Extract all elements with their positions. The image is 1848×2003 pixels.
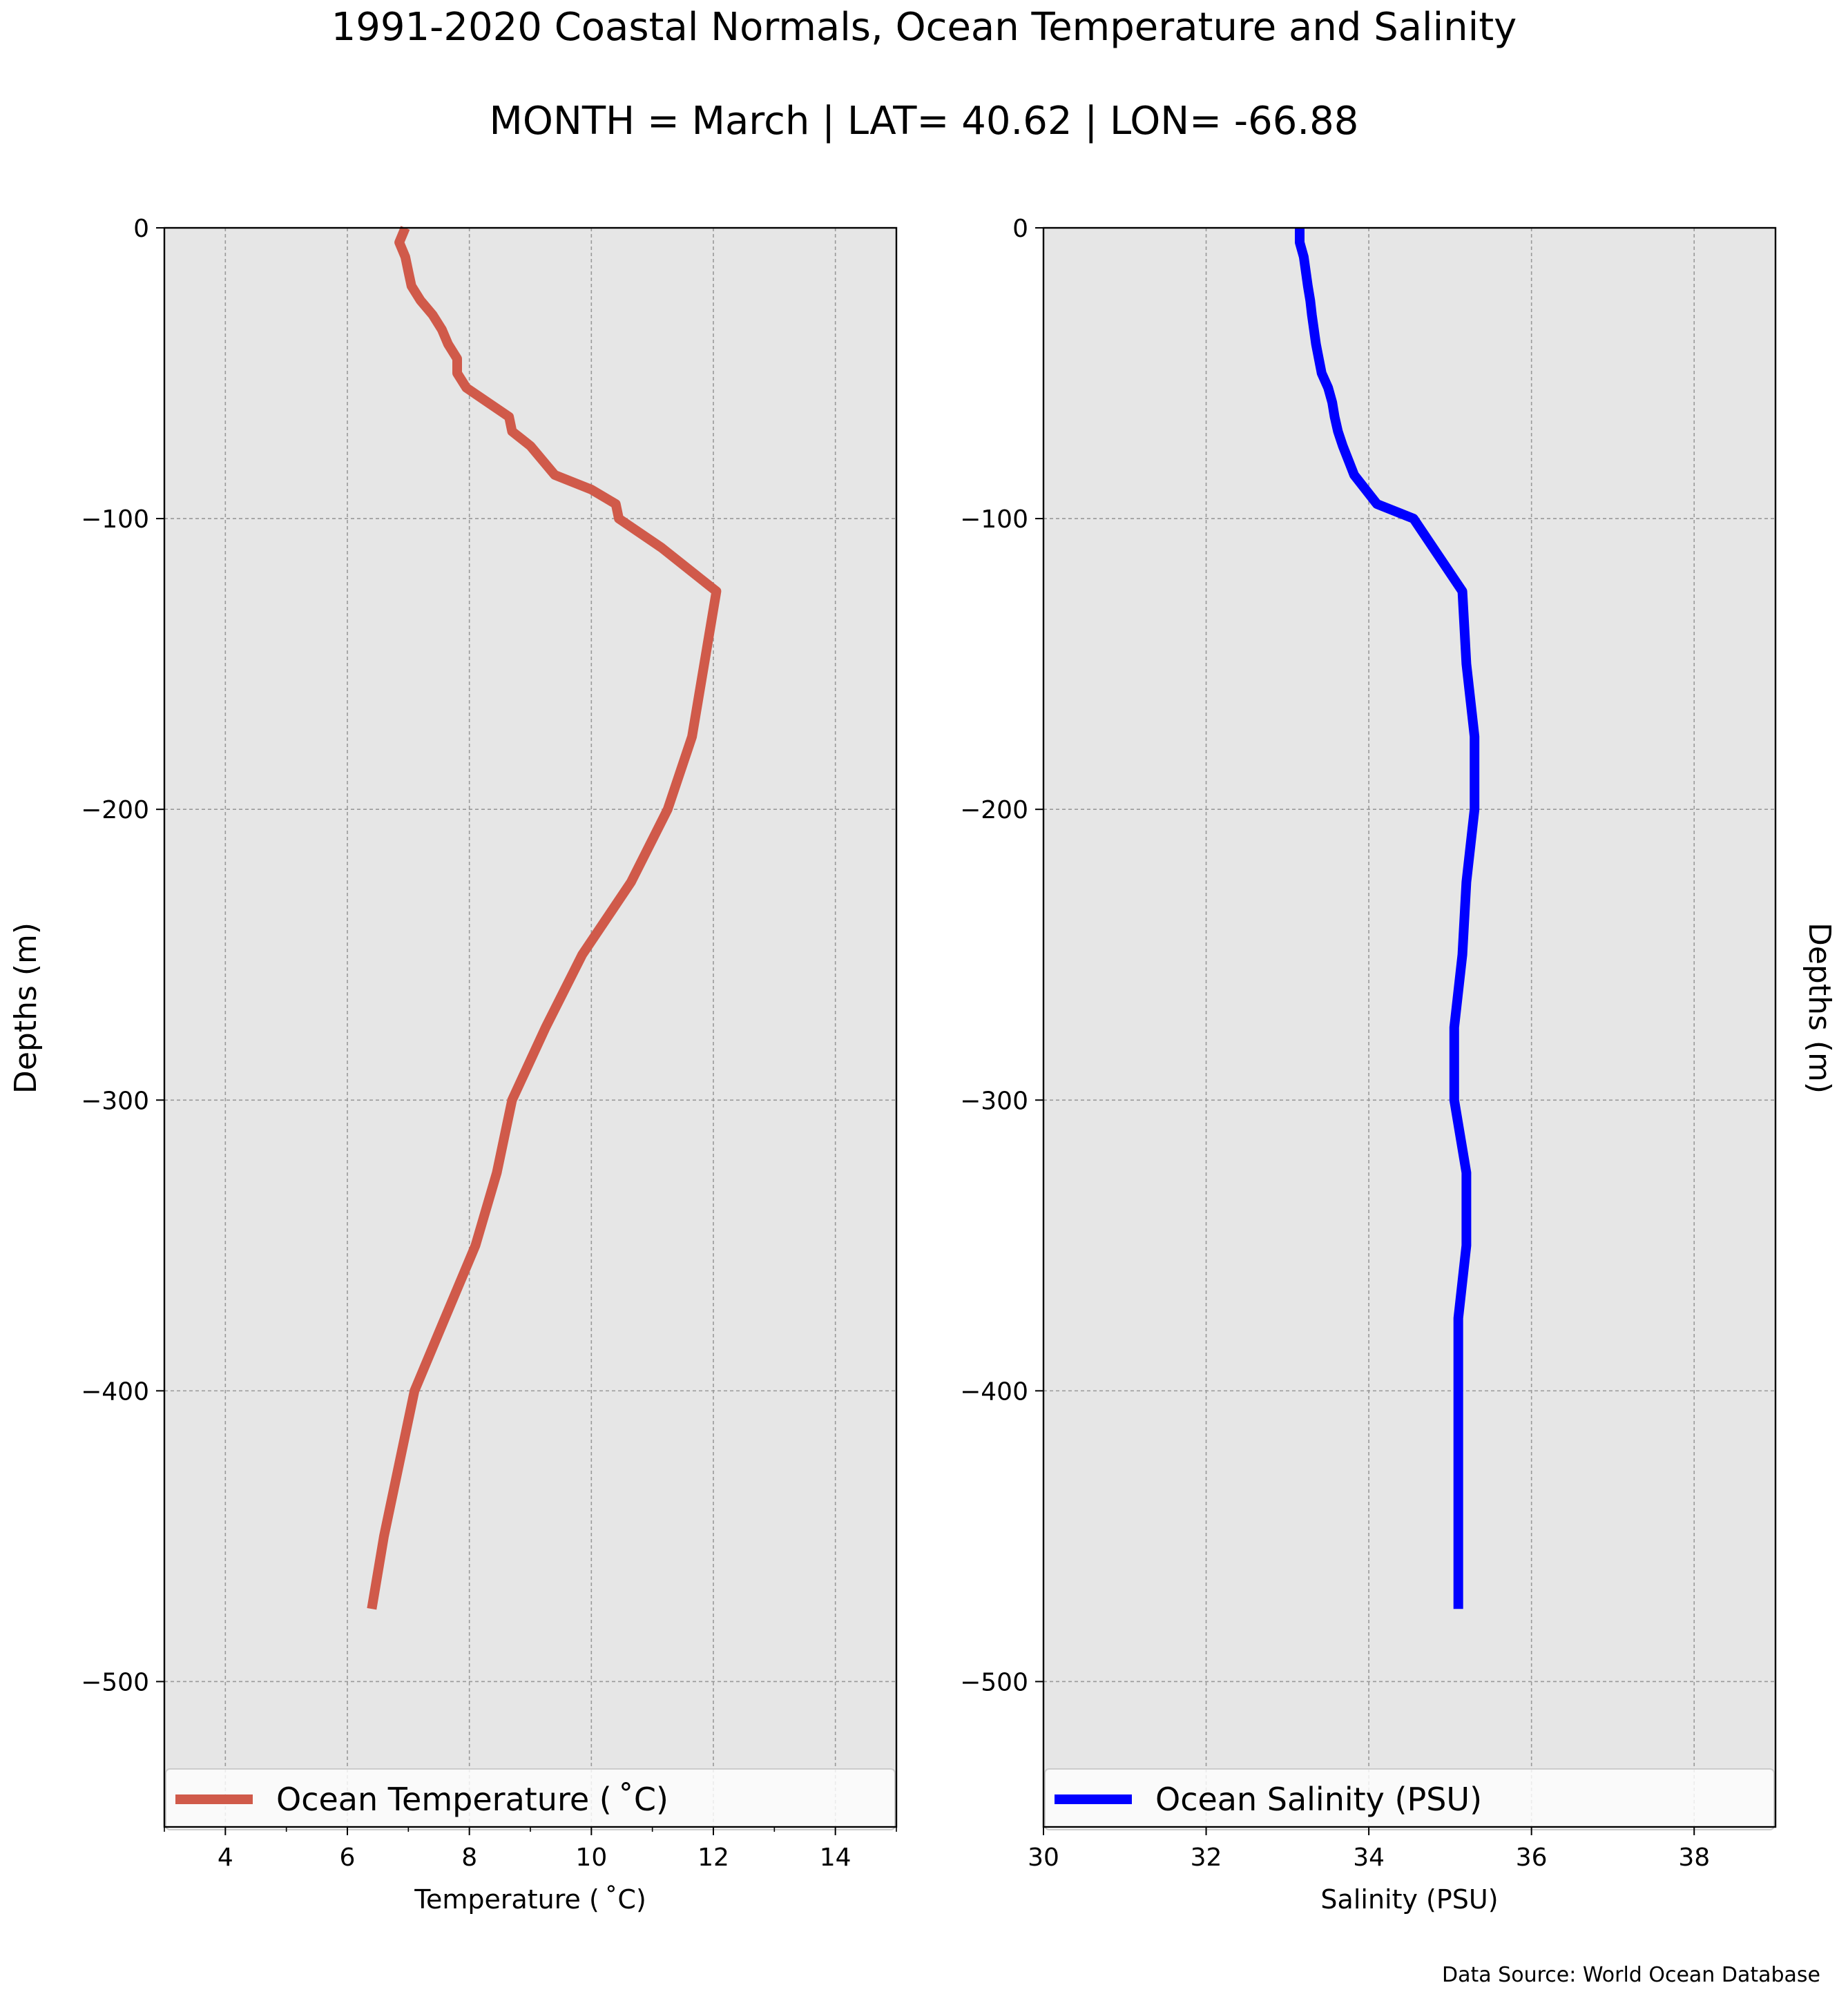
- temperature-xtick-label: 12: [697, 1844, 729, 1872]
- salinity-axes-frame: [1042, 226, 1777, 1828]
- temperature-xtick-label: 8: [461, 1844, 477, 1872]
- salinity-series-line: [1295, 228, 1480, 1609]
- temperature-legend-label: Ocean Temperature ( ˚C): [276, 1781, 668, 1818]
- figure-title-line1: 1991-2020 Coastal Normals, Ocean Tempera…: [331, 5, 1517, 50]
- salinity-xtick-label: 34: [1353, 1844, 1385, 1872]
- salinity-xlabel: Salinity (PSU): [1320, 1884, 1498, 1915]
- salinity-legend-box: [1044, 1768, 1775, 1830]
- salinity-plot-area: [1043, 228, 1775, 1827]
- temperature-panel: Ocean Temperature ( ˚C) 4 6 8 10 12 14 0 −100 −20…: [81, 215, 898, 1915]
- salinity-xtick-label: 32: [1191, 1844, 1222, 1872]
- figure-title-line2: MONTH = March | LAT= 40.62 | LON= -66.88: [490, 99, 1359, 144]
- temperature-xlabel: Temperature ( ˚C): [414, 1884, 646, 1915]
- temperature-xtick-label: 10: [575, 1844, 607, 1872]
- temperature-xtick-label: 4: [218, 1844, 233, 1872]
- temperature-ytick-label: −500: [81, 1668, 149, 1696]
- temperature-plot-area: [164, 228, 896, 1827]
- salinity-ytick-label: −200: [960, 796, 1028, 824]
- salinity-ytick-label: 0: [1012, 215, 1028, 243]
- temperature-ylabel: Depths (m): [8, 922, 44, 1094]
- temperature-ytick-label: −200: [81, 796, 149, 824]
- temperature-xtick-label: 14: [820, 1844, 851, 1872]
- temperature-xtick-label: 6: [340, 1844, 356, 1872]
- temperature-ytick-label: 0: [133, 215, 149, 243]
- salinity-xtick-label: 30: [1028, 1844, 1059, 1872]
- temperature-ytick-label: −400: [81, 1377, 149, 1406]
- salinity-ytick-label: −400: [960, 1377, 1028, 1406]
- salinity-ylabel: Depths (m): [1802, 922, 1837, 1094]
- salinity-legend-label: Ocean Salinity (PSU): [1155, 1781, 1482, 1818]
- temperature-series-line: [367, 226, 722, 1610]
- salinity-ytick-label: −100: [960, 505, 1028, 534]
- data-source-note: Data Source: World Ocean Database: [1442, 1963, 1820, 1987]
- salinity-xtick-label: 36: [1516, 1844, 1548, 1872]
- salinity-ytick-label: −500: [960, 1668, 1028, 1696]
- salinity-panel: Ocean Salinity (PSU) 30 32 34 36 38 0 −100 −200 −…: [960, 215, 1777, 1915]
- salinity-xtick-label: 38: [1678, 1844, 1710, 1872]
- temperature-ytick-label: −100: [81, 505, 149, 534]
- temperature-ytick-label: −300: [81, 1087, 149, 1115]
- salinity-ytick-label: −300: [960, 1087, 1028, 1115]
